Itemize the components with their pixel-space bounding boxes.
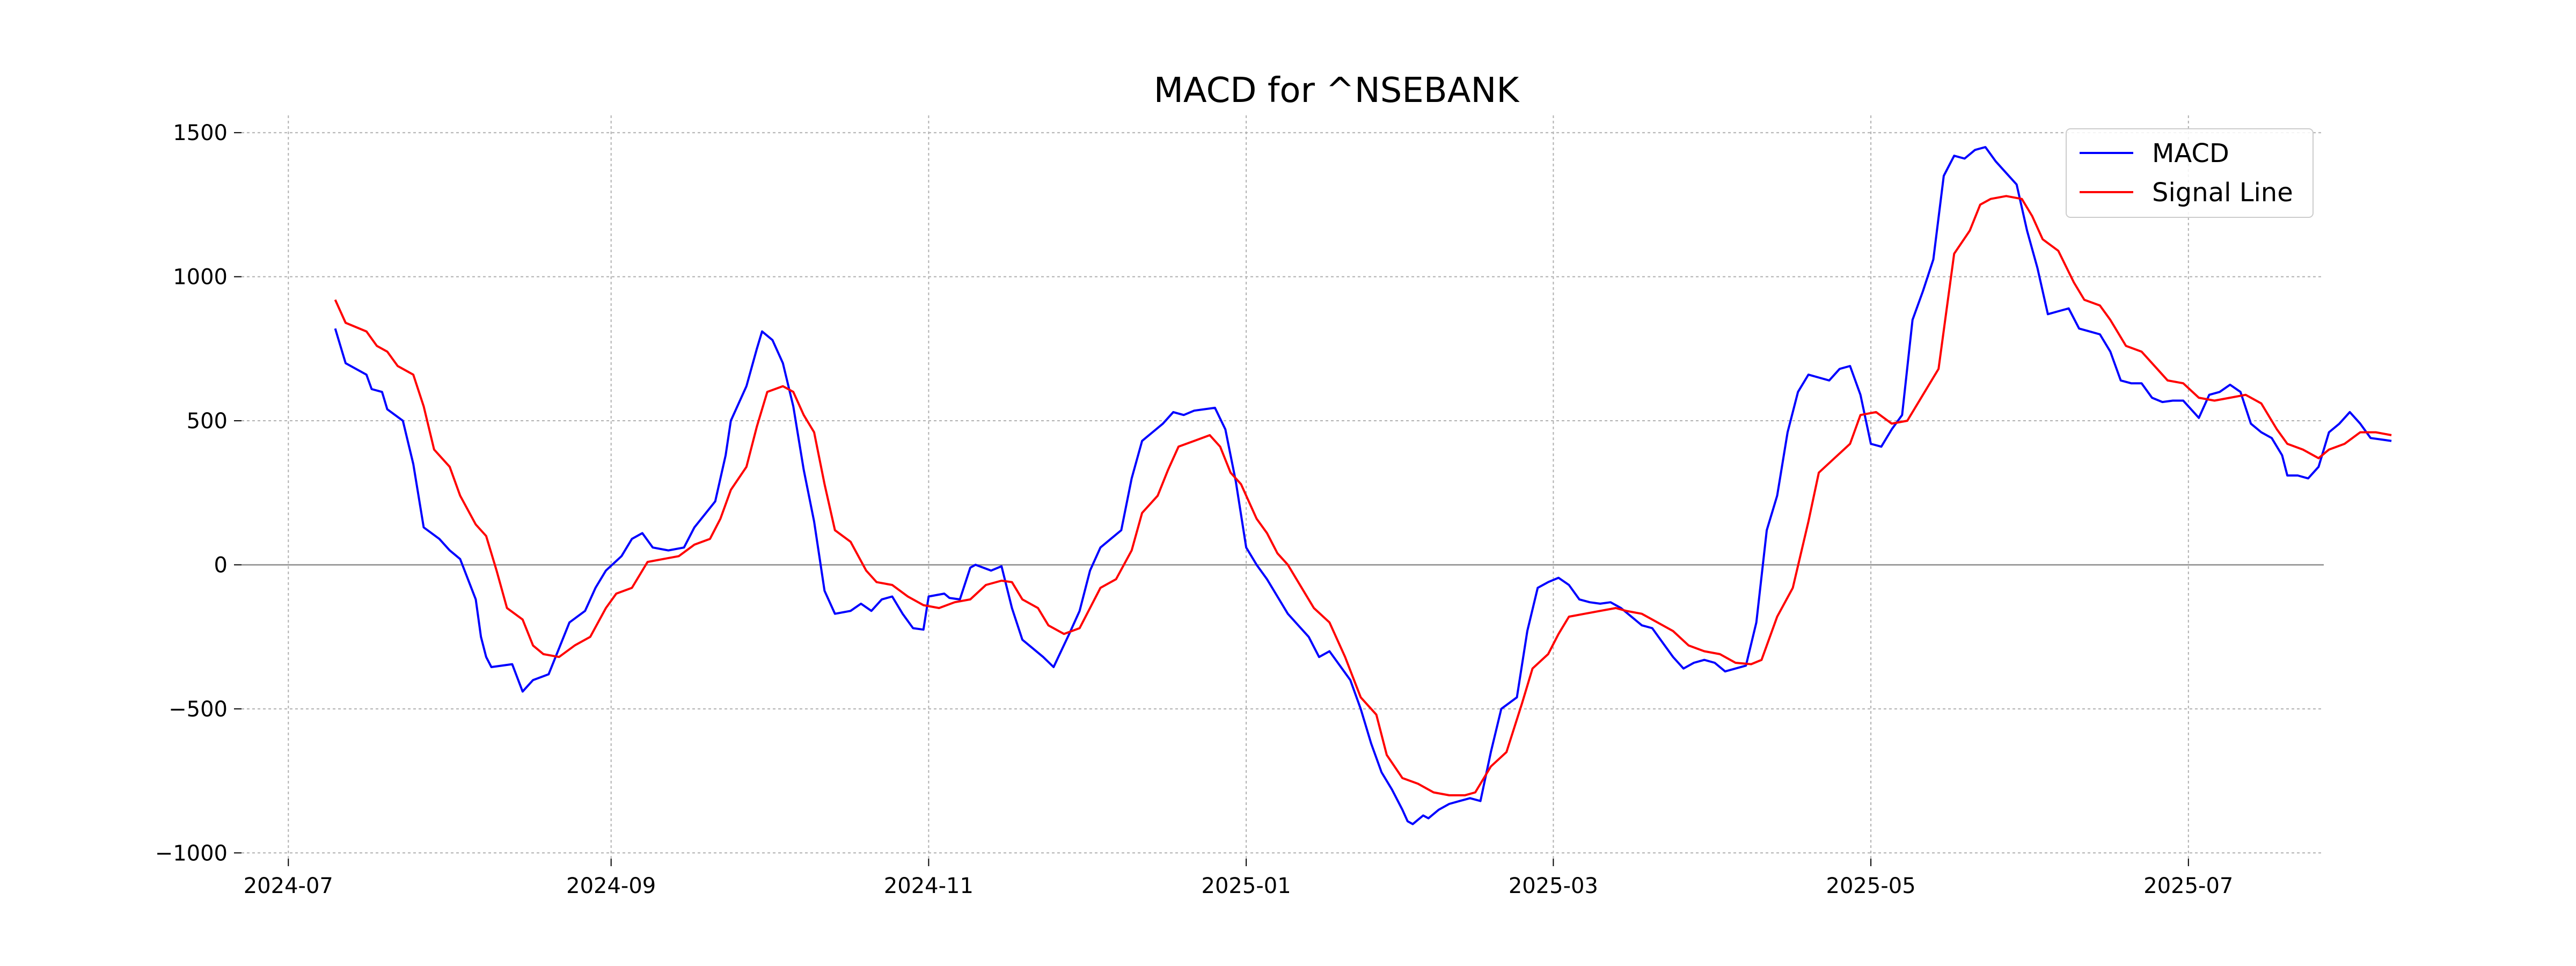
y-tick-label: 1000 [173,265,228,290]
legend-label-signal-line: Signal Line [2152,178,2293,208]
y-tick-label: −1000 [155,841,228,866]
x-tick-label: 2024-09 [566,874,656,898]
x-tick-label: 2024-07 [244,874,333,898]
x-tick-label: 2025-03 [1509,874,1598,898]
chart-title: MACD for ^NSEBANK [1154,71,1520,111]
series-line-macd [334,146,2392,825]
x-axis: 2024-07 2024-09 2024-11 2025-01 2025-03 2025-… [244,859,2233,898]
y-tick-label: −500 [169,697,228,722]
x-tick-label: 2024-11 [884,874,974,898]
y-tick-label: 1500 [173,121,228,145]
x-tick-label: 2025-05 [1826,874,1916,898]
series-layer [334,146,2392,825]
y-tick-label: 0 [214,553,228,577]
x-tick-label: 2025-07 [2143,874,2233,898]
legend-box [2066,128,2314,218]
y-axis: −1000 −500 0 500 1000 1500 [155,121,241,866]
series-line-signal-line [334,195,2392,796]
x-tick-label: 2025-01 [1202,874,1291,898]
y-tick-label: 500 [187,409,228,434]
legend: MACD Signal Line [2066,128,2314,218]
grid-lines [241,115,2324,859]
legend-label-macd: MACD [2152,138,2229,169]
